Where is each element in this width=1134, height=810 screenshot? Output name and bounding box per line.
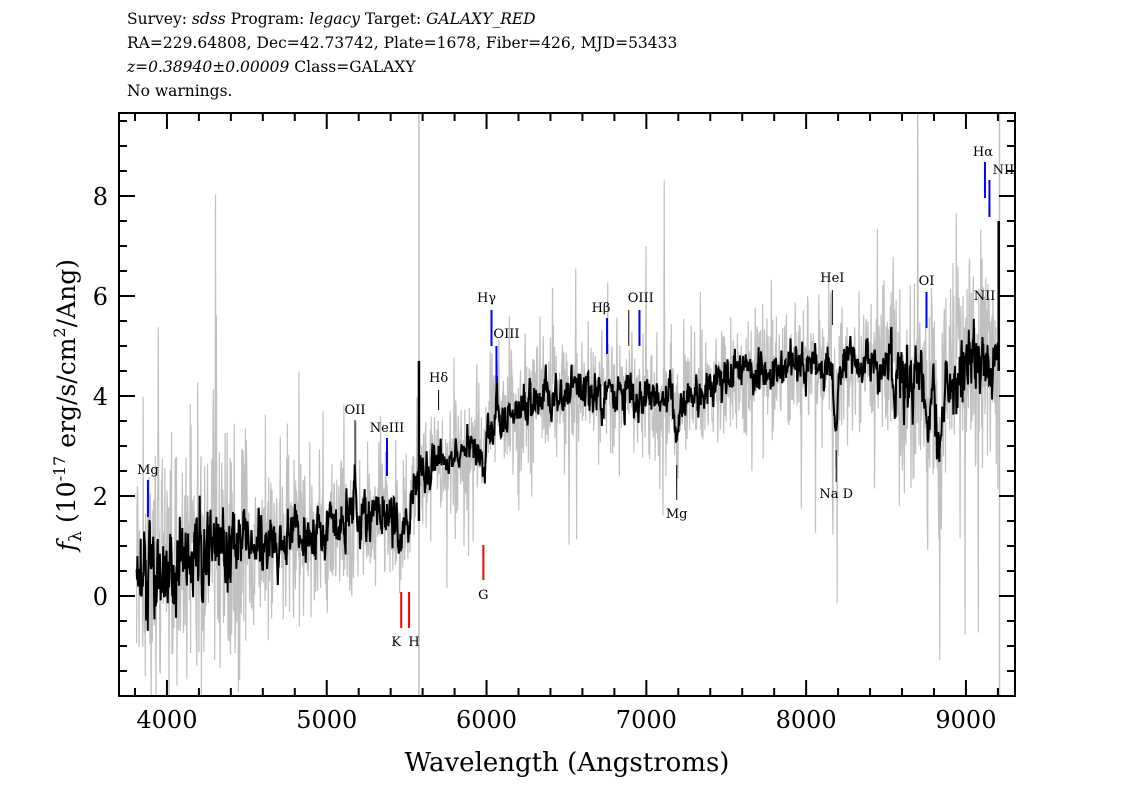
spectral-line-label: OI [919, 274, 935, 289]
header-segment: sdss [191, 10, 226, 28]
spectral-line-label: NII [993, 163, 1015, 178]
header-line-coordinates: RA=229.64808, Dec=42.73742, Plate=1678, … [127, 34, 678, 52]
header-segment: z=0.38940±0.00009 [127, 58, 290, 76]
spectral-line-label: NII [974, 289, 996, 304]
x-tick-label: 8000 [776, 706, 837, 734]
spectral-line-label: Hα [973, 145, 993, 160]
spectral-line-label: OIII [628, 291, 654, 306]
spectral-line-label: OIII [493, 327, 519, 342]
header-segment: Program: [225, 10, 310, 28]
header-segment: GALAXY_RED [426, 10, 536, 28]
x-axis-label: Wavelength (Angstroms) [405, 748, 730, 778]
x-tick-label: 9000 [935, 706, 996, 734]
spectral-line-label: H [408, 635, 419, 650]
header-segment: legacy [309, 10, 360, 28]
header-segment: Survey: [127, 10, 192, 28]
flux-unsmoothed-line [136, 113, 999, 696]
x-tick-label: 5000 [296, 706, 357, 734]
y-tick-label: 4 [93, 383, 108, 411]
x-tick-label: 7000 [616, 706, 677, 734]
x-tick-label: 4000 [136, 706, 197, 734]
y-tick-label: 0 [93, 583, 108, 611]
spectral-line-label: Mg [137, 463, 159, 478]
y-axis-label: fλ (10-17 erg/s/cm2/Ang) [50, 259, 86, 553]
spectral-line-label: G [478, 588, 488, 603]
y-tick-label: 2 [93, 483, 108, 511]
header-segment: Class=GALAXY [289, 58, 416, 76]
header-line-survey: Survey: sdss Program: legacy Target: GAL… [127, 10, 536, 28]
y-tick-label: 6 [93, 283, 108, 311]
plot-frame [118, 112, 1016, 697]
header-segment: Target: [359, 10, 427, 28]
x-tick-label: 6000 [456, 706, 517, 734]
spectral-line-label: Mg [666, 507, 688, 522]
spectral-line-label: OII [345, 403, 366, 418]
plot-area [135, 113, 1001, 696]
spectral-line-label: HeI [820, 271, 844, 286]
spectral-line-label: NeIII [370, 421, 404, 436]
header-line-warnings: No warnings. [127, 82, 233, 100]
spectral-line-label: Hδ [429, 371, 448, 386]
spectral-line-label: Hγ [477, 291, 496, 306]
spectral-line-label: Hβ [592, 301, 611, 316]
flux-smoothed-line [135, 318, 1000, 631]
y-tick-label: 8 [93, 183, 108, 211]
header-line-redshift: z=0.38940±0.00009 Class=GALAXY [127, 58, 416, 76]
spectral-line-label: K [391, 635, 401, 650]
spectral-line-label: Na D [819, 487, 853, 502]
